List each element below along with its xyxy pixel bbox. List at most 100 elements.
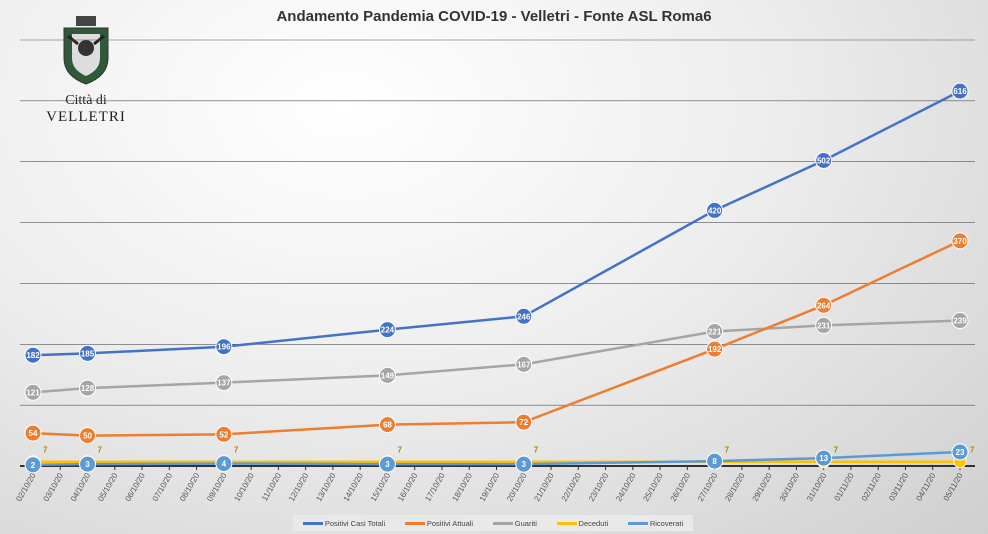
data-point — [515, 355, 533, 373]
series-line-2 — [32, 319, 961, 394]
legend-item: Ricoverati — [627, 518, 684, 528]
data-point — [515, 455, 533, 473]
data-label: 224 — [381, 326, 395, 335]
data-label: 196 — [217, 343, 231, 352]
data-label: 420 — [708, 206, 722, 215]
data-label: 616 — [953, 87, 967, 96]
legend: Positivi Casi Totali Positivi Attuali Guar… — [293, 515, 693, 531]
data-point — [706, 340, 724, 358]
x-tick-label: 12/10/20 — [287, 471, 311, 503]
data-point — [951, 232, 969, 250]
x-tick-label: 03/11/20 — [887, 471, 910, 502]
data-point — [706, 452, 724, 470]
data-label: 192 — [708, 345, 722, 354]
x-tick-label: 24/10/20 — [614, 471, 638, 503]
x-tick-label: 18/10/20 — [451, 471, 475, 503]
data-label: 68 — [383, 421, 392, 430]
legend-label: Positivi Attuali — [426, 518, 474, 528]
data-label: 50 — [83, 432, 92, 441]
chart-title: Andamento Pandemia COVID-19 - Velletri -… — [276, 8, 712, 25]
data-label: 23 — [956, 448, 965, 457]
data-label: 231 — [817, 321, 831, 330]
x-tick-label: 04/10/20 — [69, 471, 93, 503]
x-tick-label: 07/10/20 — [151, 471, 175, 503]
x-tick-label: 05/10/20 — [96, 471, 120, 503]
logo-line2: VELLETRI — [46, 109, 126, 125]
data-label: 167 — [517, 360, 531, 369]
data-label: 246 — [517, 312, 531, 321]
data-label: 7 — [234, 446, 239, 455]
x-tick-label: 01/11/20 — [833, 471, 856, 502]
data-point — [515, 307, 533, 325]
data-label: 370 — [953, 237, 967, 246]
data-label: 502 — [817, 156, 831, 165]
series-line-1 — [32, 239, 961, 437]
x-tick-label: 06/10/20 — [123, 471, 147, 503]
data-point — [815, 449, 833, 467]
x-tick-label: 16/10/20 — [396, 471, 420, 503]
data-point — [951, 82, 969, 100]
legend-label: Positivi Casi Totali — [324, 518, 386, 528]
data-point — [378, 455, 396, 473]
x-tick-label: 21/10/20 — [532, 471, 556, 503]
x-tick-label: 23/10/20 — [587, 471, 611, 503]
x-tick-label: 20/10/20 — [505, 471, 529, 503]
data-label: 128 — [81, 384, 95, 393]
data-label: 7 — [834, 446, 839, 455]
data-point — [24, 346, 42, 364]
x-tick-label: 30/10/20 — [778, 471, 802, 503]
x-tick-label: 09/10/20 — [205, 471, 229, 503]
data-point — [24, 383, 42, 401]
data-point — [815, 296, 833, 314]
x-tick-label: 13/10/20 — [314, 471, 338, 503]
data-point — [951, 443, 969, 461]
logo-line1: Città di — [65, 93, 107, 108]
x-tick-label: 05/11/20 — [942, 471, 965, 502]
data-label: 121 — [26, 388, 40, 397]
data-label: 3 — [85, 460, 90, 469]
x-tick-label: 17/10/20 — [423, 471, 447, 503]
data-point — [515, 413, 533, 431]
x-tick-label: 15/10/20 — [369, 471, 393, 503]
data-label: 239 — [953, 317, 967, 326]
legend-swatch — [302, 521, 323, 525]
data-label: 72 — [519, 418, 528, 427]
data-label: 182 — [26, 351, 40, 360]
data-point — [378, 416, 396, 434]
legend-swatch — [404, 521, 425, 525]
x-tick-label: 29/10/20 — [751, 471, 775, 503]
x-tick-label: 27/10/20 — [696, 471, 720, 503]
city-logo: Città di VELLETRI — [36, 14, 136, 126]
data-point — [79, 427, 97, 445]
x-tick-label: 04/11/20 — [914, 471, 937, 502]
data-label: 264 — [817, 301, 831, 310]
coat-of-arms-icon — [63, 16, 109, 85]
x-tick-label: 02/10/20 — [14, 471, 38, 503]
data-label: 7 — [43, 446, 48, 455]
data-label: 13 — [819, 454, 828, 463]
series-line-4 — [32, 450, 961, 467]
data-point — [951, 312, 969, 330]
data-point — [215, 425, 233, 443]
legend-label: Ricoverati — [649, 518, 684, 528]
x-tick-label: 31/10/20 — [805, 471, 829, 503]
x-tick-label: 25/10/20 — [641, 471, 665, 503]
data-label: 221 — [708, 328, 722, 337]
data-point — [706, 323, 724, 341]
data-label: 7 — [98, 446, 103, 455]
x-tick-label: 14/10/20 — [342, 471, 366, 503]
series-line-0 — [32, 90, 961, 357]
legend-item: Positivi Casi Totali — [302, 518, 386, 528]
data-point — [215, 338, 233, 356]
data-point — [215, 374, 233, 392]
data-point — [24, 424, 42, 442]
data-point — [79, 455, 97, 473]
data-point — [79, 379, 97, 397]
legend-swatch — [556, 521, 577, 525]
data-label: 7 — [534, 446, 539, 455]
data-point — [815, 151, 833, 169]
data-point — [706, 201, 724, 219]
data-label: 137 — [217, 379, 231, 388]
legend-label: Guariti — [514, 518, 537, 528]
